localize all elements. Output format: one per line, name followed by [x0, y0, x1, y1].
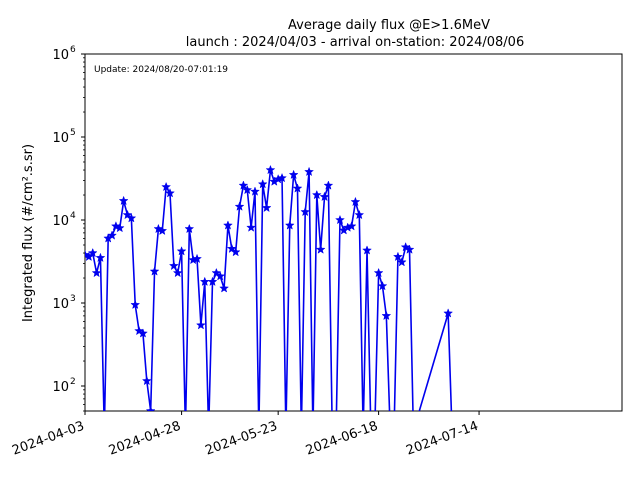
data-point: [242, 184, 253, 195]
data-point: [107, 230, 117, 240]
y-tick-exponent: 3: [70, 294, 76, 304]
data-point: [215, 271, 226, 281]
chart-subtitle: launch : 2024/04/03 - arrival on-station…: [186, 35, 524, 50]
data-point: [141, 375, 152, 386]
data-point: [350, 196, 361, 207]
data-point: [373, 267, 384, 278]
data-point: [118, 195, 129, 206]
data-point: [126, 213, 137, 223]
data-point: [396, 257, 407, 267]
data-point: [400, 242, 411, 252]
data-point: [250, 186, 260, 196]
data-point: [335, 214, 345, 225]
y-tick-exponent: 5: [70, 128, 76, 138]
data-point: [195, 320, 206, 330]
data-point: [114, 222, 125, 233]
x-tick-label: 2024-07-14: [404, 419, 480, 459]
data-point: [161, 181, 172, 192]
x-axis: 2024-04-03 2024-04-28 2024-05-23 2024-06-18…: [10, 411, 480, 459]
data-point: [404, 244, 415, 254]
x-tick-label: 2024-06-18: [304, 419, 380, 459]
data-point: [304, 166, 315, 177]
data-point: [176, 246, 187, 256]
data-point: [184, 223, 195, 234]
data-point: [168, 260, 179, 271]
data-point: [265, 164, 276, 175]
series-group: [85, 164, 454, 411]
data-point: [246, 222, 257, 232]
data-point: [277, 172, 287, 183]
data-point: [292, 183, 303, 193]
y-tick-exponent: 2: [70, 377, 76, 387]
data-point: [165, 188, 175, 198]
data-point: [319, 191, 330, 202]
data-point: [354, 209, 365, 220]
data-point: [87, 247, 98, 258]
x-tick-label: 2024-04-28: [107, 419, 183, 459]
chart-title: Average daily flux @E>1.6MeV: [288, 18, 490, 33]
data-point: [311, 189, 322, 200]
plot-frame: [84, 53, 623, 412]
x-tick-label: 2024-05-23: [203, 419, 279, 459]
data-point: [362, 245, 372, 255]
data-point: [392, 251, 403, 262]
data-point: [238, 180, 249, 190]
data-point: [261, 202, 272, 213]
y-tick-label: 10: [52, 380, 69, 395]
data-point: [443, 308, 454, 318]
data-point: [130, 299, 141, 310]
plot-area: [85, 164, 454, 411]
data-point: [207, 276, 218, 287]
y-tick-label: 10: [52, 297, 69, 312]
data-point: [346, 221, 357, 231]
y-tick-label: 10: [52, 214, 69, 229]
update-annotation: Update: 2024/08/20-07:01:19: [94, 65, 228, 75]
data-point: [315, 244, 326, 254]
data-point: [323, 180, 334, 190]
y-tick-exponent: 4: [70, 211, 76, 221]
data-point: [172, 267, 183, 278]
data-point: [192, 253, 203, 264]
x-tick-label: 2024-04-03: [10, 419, 86, 459]
data-point: [91, 267, 102, 278]
data-point: [157, 225, 168, 236]
data-point: [284, 220, 295, 230]
y-axis-label: Integrated flux (#/cm².s.sr): [21, 144, 36, 322]
data-point: [134, 325, 145, 336]
data-point: [230, 246, 241, 257]
y-tick-label: 10: [52, 48, 69, 63]
data-point: [377, 280, 388, 291]
data-point: [149, 266, 160, 276]
y-tick-exponent: 6: [70, 45, 76, 55]
data-point: [145, 405, 156, 411]
data-point: [95, 252, 106, 263]
data-point: [288, 169, 299, 180]
data-point: [219, 283, 230, 293]
data-point: [234, 201, 245, 211]
data-point: [222, 220, 233, 230]
data-point: [257, 178, 268, 189]
data-point: [381, 310, 392, 321]
data-point: [300, 206, 311, 217]
data-point: [137, 328, 148, 338]
y-tick-label: 10: [52, 131, 69, 146]
